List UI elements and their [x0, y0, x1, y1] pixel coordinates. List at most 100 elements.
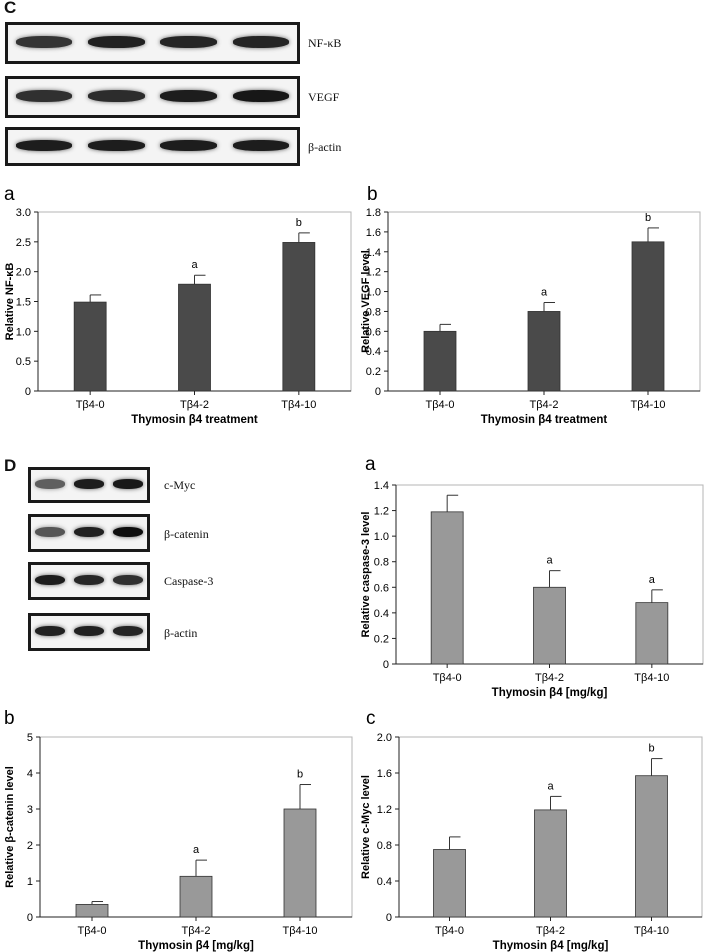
bar	[179, 875, 213, 918]
blot-bcatenin-d	[28, 514, 150, 552]
x-tick-label: Tβ4-0	[426, 399, 455, 411]
blot-band	[160, 36, 217, 48]
blot-band	[112, 526, 143, 538]
bar	[178, 283, 211, 392]
blot-band	[35, 479, 66, 489]
bar	[423, 330, 457, 392]
significance-label: a	[193, 844, 200, 856]
y-tick-label: 1	[27, 876, 33, 888]
blot-band	[232, 140, 290, 151]
blot-band	[15, 90, 73, 102]
blot-label-bcatenin: β-catenin	[164, 527, 209, 541]
y-axis-title: Relative β-catenin level	[4, 766, 16, 888]
y-tick-label: 0.4	[366, 346, 381, 358]
y-tick-label: 1.8	[366, 207, 381, 219]
y-tick-label: 0.4	[377, 876, 392, 888]
blot-band	[73, 479, 105, 489]
blot-band	[88, 36, 145, 48]
x-tick-label: Tβ4-0	[435, 925, 464, 937]
blot-band	[232, 36, 290, 48]
y-tick-label: 0	[25, 386, 31, 398]
y-tick-label: 1.4	[366, 247, 381, 259]
y-axis-title: Relative caspase-3 level	[360, 512, 372, 638]
y-tick-label: 5	[27, 732, 33, 744]
blot-band	[160, 90, 217, 102]
blot-nfkb-c	[5, 22, 300, 64]
y-tick-label: 1.6	[377, 768, 392, 780]
significance-label: b	[648, 743, 654, 755]
x-axis-title: Thymosin β4 [mg/kg]	[492, 687, 608, 699]
blot-label-cmyc: c-Myc	[164, 478, 196, 492]
blot-caspase3-d	[28, 562, 150, 600]
y-tick-label: 0.2	[374, 633, 389, 645]
y-tick-label: 0	[27, 912, 33, 924]
significance-label: b	[297, 769, 303, 781]
x-axis-title: Thymosin β4 treatment	[481, 414, 608, 426]
y-axis-title: Relative NF-κB	[4, 263, 16, 341]
x-axis-title: Thymosin β4 [mg/kg]	[493, 940, 609, 952]
y-tick-label: 3	[27, 804, 33, 816]
significance-label: a	[547, 780, 554, 792]
panel-letter: b	[367, 184, 378, 205]
y-tick-label: 0.2	[366, 366, 381, 378]
y-tick-label: 1.2	[377, 804, 392, 816]
bar	[283, 808, 317, 918]
y-tick-label: 1.2	[366, 267, 381, 279]
y-tick-label: 1.5	[16, 297, 31, 309]
x-tick-label: Tβ4-0	[76, 399, 105, 411]
blot-label-nfkb: NF-κB	[308, 36, 342, 50]
x-tick-label: Tβ4-2	[535, 672, 564, 684]
blot-band	[88, 140, 145, 151]
y-tick-label: 0	[383, 659, 389, 671]
panel-letter: b	[4, 708, 15, 729]
y-tick-label: 3.0	[16, 207, 31, 219]
chart-cmyc: c 0 0.4 0.8 1.2 1.6 2.0 Tβ4-0 a Tβ4-2 b Tβ4-10 Thymo…	[360, 708, 703, 952]
chart-vegf: b 0 0.2 0.4 0.6 0.8 1.0 1.2 1.4 1.6 1.8 Tβ4-0 a Tβ4-2…	[360, 184, 701, 426]
y-tick-label: 0.6	[374, 582, 389, 594]
blot-band	[35, 625, 66, 637]
x-tick-label: Tβ4-2	[530, 399, 559, 411]
significance-label: b	[296, 217, 302, 229]
significance-label: a	[546, 555, 553, 567]
y-tick-label: 2.0	[16, 267, 31, 279]
significance-label: a	[191, 259, 198, 271]
blot-band	[35, 574, 66, 586]
y-tick-label: 0.8	[374, 557, 389, 569]
x-tick-label: Tβ4-10	[634, 925, 669, 937]
blot-band	[73, 574, 105, 586]
y-tick-label: 0.4	[374, 608, 389, 620]
chart-caspase3: a 0 0.2 0.4 0.6 0.8 1.0 1.2 1.4 Tβ4-0 a Tβ4-2 a Tβ4-1…	[360, 456, 704, 699]
x-tick-label: Tβ4-0	[78, 925, 107, 937]
y-tick-label: 0.8	[366, 306, 381, 318]
blot-band	[73, 526, 105, 538]
significance-label: a	[541, 286, 548, 298]
x-tick-label: Tβ4-10	[281, 399, 316, 411]
bar	[75, 903, 109, 918]
x-axis-title: Thymosin β4 [mg/kg]	[138, 940, 254, 952]
y-tick-label: 2.5	[16, 237, 31, 249]
bar	[631, 241, 665, 392]
bar	[430, 511, 464, 665]
y-tick-label: 4	[27, 768, 33, 780]
y-axis-title: Relative VEGF level	[360, 250, 372, 353]
y-tick-label: 1.2	[374, 506, 389, 518]
bar	[433, 849, 466, 918]
panel-letter: a	[365, 456, 376, 475]
y-tick-label: 1.0	[16, 326, 31, 338]
blot-band	[232, 90, 290, 102]
y-axis-title: Relative c-Myc level	[360, 775, 372, 879]
bar	[534, 809, 567, 918]
bar	[533, 586, 566, 665]
x-tick-label: Tβ4-2	[536, 925, 565, 937]
blot-band	[15, 140, 73, 151]
bar	[527, 311, 561, 392]
y-tick-label: 1.0	[374, 531, 389, 543]
x-tick-label: Tβ4-0	[433, 672, 462, 684]
y-tick-label: 1.4	[374, 480, 389, 492]
blot-band	[73, 625, 105, 637]
blot-band	[112, 625, 143, 637]
bar	[282, 242, 316, 392]
blot-band	[88, 90, 145, 102]
significance-label: b	[645, 212, 651, 224]
blot-band	[160, 140, 217, 151]
